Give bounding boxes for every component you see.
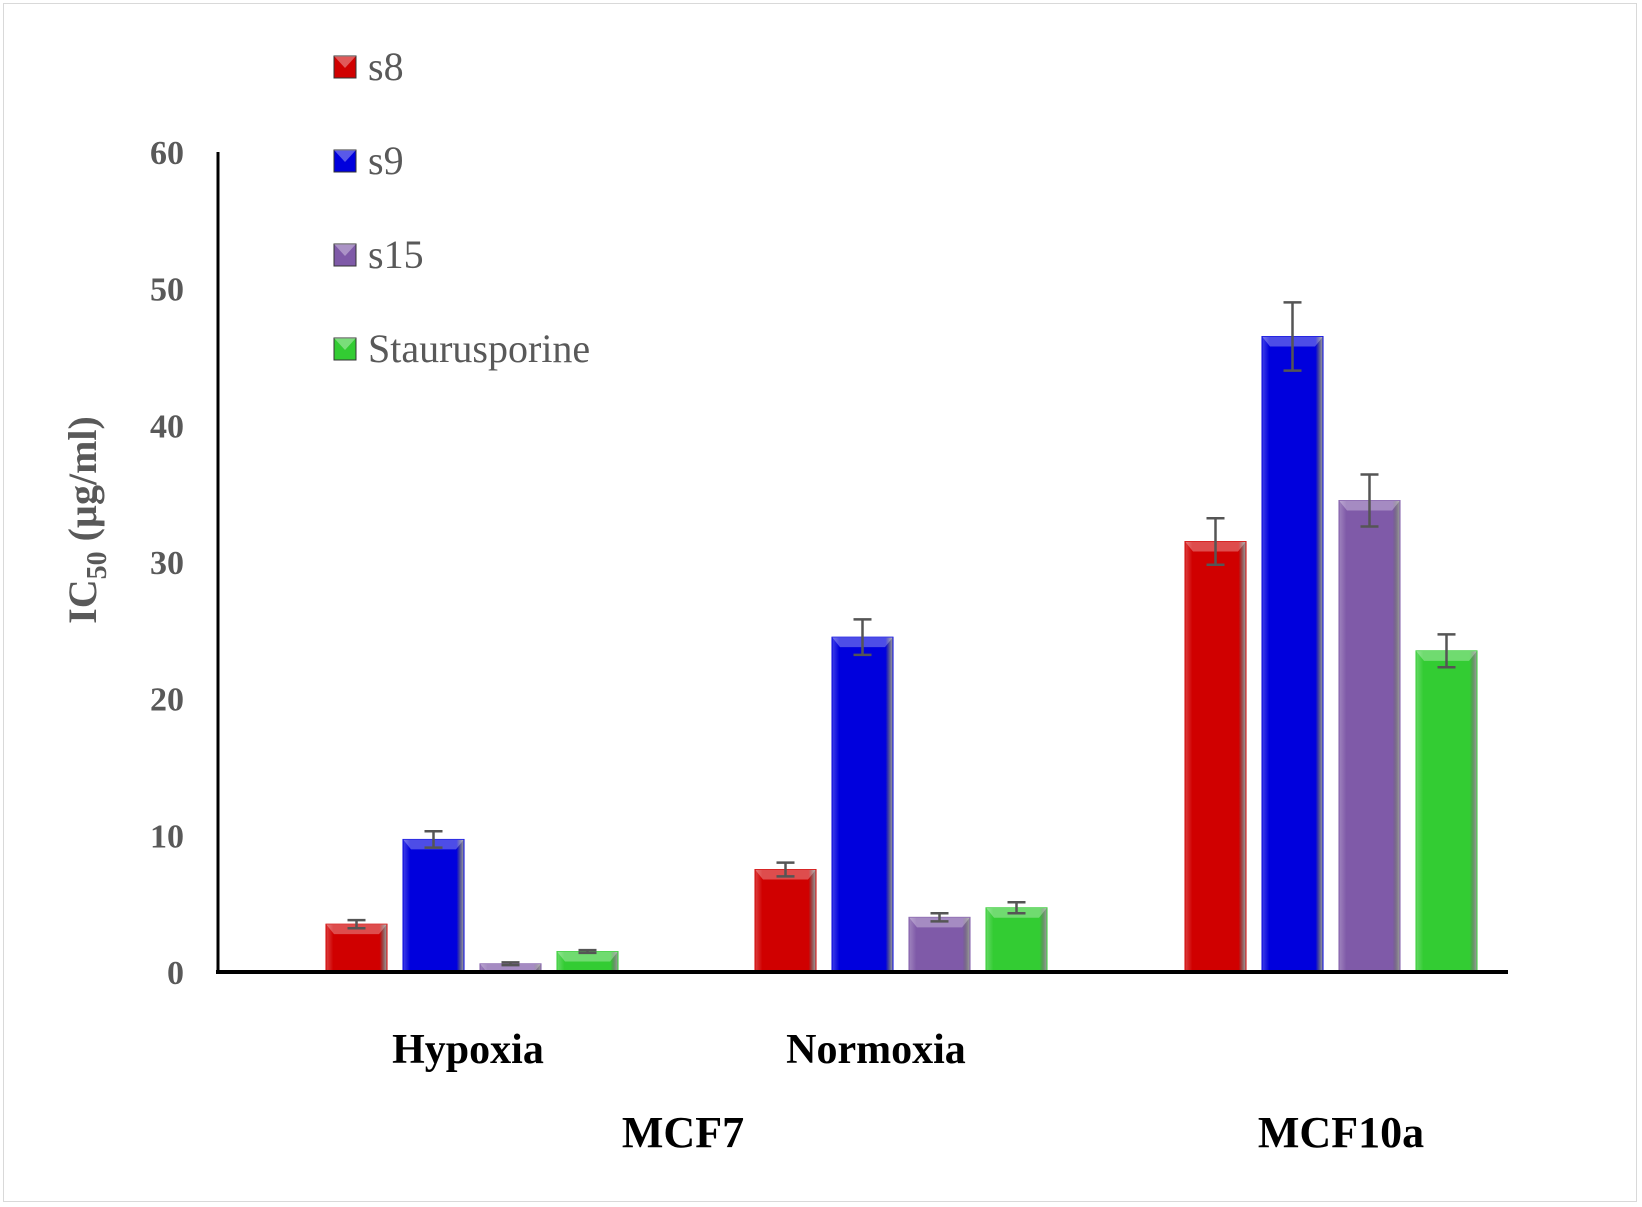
error-bar-s8-0 [347, 918, 366, 930]
bar-bevel-staurusporine-0 [557, 951, 618, 962]
legend-swatch [333, 337, 357, 361]
bar-s9-1 [831, 636, 894, 973]
category-labels: Hypoxia Normoxia [392, 1027, 966, 1073]
error-bar-s8-2 [1206, 517, 1225, 566]
y-axis-label-unit: (µg/ml) [60, 416, 105, 551]
y-axis-label: IC50 (µg/ml) [60, 416, 113, 624]
legend-swatch [333, 149, 357, 173]
y-tick-label: 20 [150, 682, 184, 719]
legend-item-staurusporine: Staurusporine [333, 326, 590, 371]
bar-s9-2 [1261, 336, 1324, 973]
legend-item-s8: s8 [333, 44, 404, 89]
y-tick-label: 60 [150, 135, 184, 172]
y-tick-label: 50 [150, 272, 184, 309]
legend-item-s15: s15 [333, 232, 424, 277]
category-label-hypoxia: Hypoxia [392, 1027, 544, 1073]
legend-swatch [333, 55, 357, 79]
group-label-mcf10a: MCF10a [1258, 1108, 1424, 1157]
bar-s8-2 [1184, 541, 1247, 973]
group-labels: MCF7 MCF10a [622, 1108, 1424, 1157]
bar-s15-2 [1338, 500, 1401, 973]
legend: s8 s9 s15 Staurusporine [333, 44, 590, 371]
error-bar-s9-0 [424, 829, 443, 849]
error-bar-s9-2 [1283, 301, 1302, 372]
legend-label: s15 [368, 232, 424, 277]
error-bar-s9-1 [853, 618, 872, 657]
y-axis-label-subscript: 50 [82, 551, 113, 579]
legend-label: s8 [368, 44, 404, 89]
error-bar-staurusporine-2 [1437, 633, 1456, 669]
legend-label: s9 [368, 138, 404, 183]
error-bar-staurusporine-1 [1007, 901, 1026, 915]
bar-staurusporine-1 [985, 907, 1048, 973]
category-label-normoxia: Normoxia [786, 1027, 966, 1073]
bar-staurusporine-2 [1415, 650, 1478, 973]
y-tick-label: 30 [150, 545, 184, 582]
legend-item-s9: s9 [333, 138, 404, 183]
y-tick-label: 0 [167, 955, 184, 992]
error-bar-s8-1 [776, 861, 795, 878]
group-label-mcf7: MCF7 [622, 1108, 744, 1157]
y-tick-labels: 0 10 20 30 40 50 60 [150, 135, 184, 992]
bar-s9-0 [402, 838, 465, 973]
y-tick-label: 10 [150, 818, 184, 855]
bar-s8-0 [325, 923, 388, 973]
error-bar-staurusporine-0 [578, 948, 597, 955]
error-bar-s15-1 [930, 911, 949, 923]
error-bar-s15-0 [501, 961, 520, 967]
error-bar-s15-2 [1360, 473, 1379, 528]
bar-s8-1 [754, 869, 817, 973]
y-tick-label: 40 [150, 408, 184, 445]
bars-layer [325, 336, 1478, 974]
y-axis-label-main: IC [60, 579, 105, 623]
legend-swatch [333, 243, 357, 267]
legend-label: Staurusporine [368, 326, 590, 371]
error-bars-layer [347, 301, 1456, 967]
